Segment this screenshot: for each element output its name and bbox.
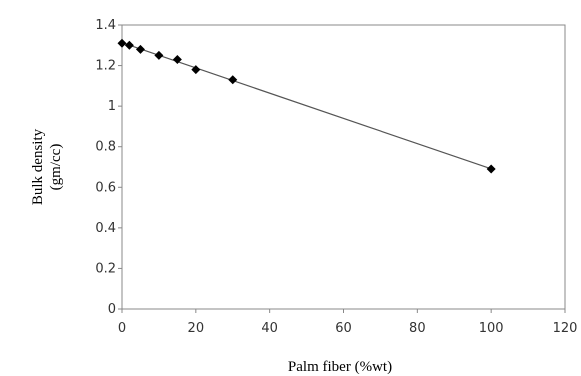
- x-tick-label-2: 40: [261, 321, 278, 336]
- y-tick-label-6: 1.2: [95, 59, 116, 74]
- data-point-1: [124, 40, 134, 50]
- data-point-5: [191, 65, 201, 75]
- data-point-6: [228, 75, 238, 85]
- y-tick-label-7: 1.4: [95, 18, 116, 33]
- x-tick-label-5: 100: [479, 321, 504, 336]
- x-axis: 0 20 40 60 80 100 120: [118, 309, 578, 336]
- data-point-3: [154, 50, 164, 60]
- y-axis-title-line-2: (gm/cc): [48, 144, 64, 191]
- data-point-2: [135, 44, 145, 54]
- x-tick-label-6: 120: [553, 321, 578, 336]
- y-tick-label-1: 0.2: [95, 261, 116, 276]
- trendline: [121, 42, 492, 170]
- x-tick-label-0: 0: [118, 321, 126, 336]
- data-point-0: [117, 38, 127, 48]
- y-tick-label-2: 0.4: [95, 221, 116, 236]
- y-axis: 0 0.2 0.4 0.6 0.8 1 1.2 1.4: [95, 18, 122, 317]
- x-tick-label-1: 20: [188, 321, 205, 336]
- y-tick-label-5: 1: [108, 99, 116, 114]
- data-points: [117, 38, 496, 174]
- y-axis-title-line-1: Bulk density: [30, 128, 46, 205]
- x-tick-label-3: 60: [335, 321, 352, 336]
- x-axis-title: Palm fiber (%wt): [288, 359, 392, 375]
- y-tick-label-0: 0: [108, 302, 116, 317]
- data-point-7: [486, 164, 496, 174]
- x-tick-label-4: 80: [409, 321, 426, 336]
- plot-area: [121, 24, 566, 310]
- y-tick-label-4: 0.8: [95, 140, 116, 155]
- y-tick-label-3: 0.6: [95, 180, 116, 195]
- data-point-4: [172, 54, 182, 64]
